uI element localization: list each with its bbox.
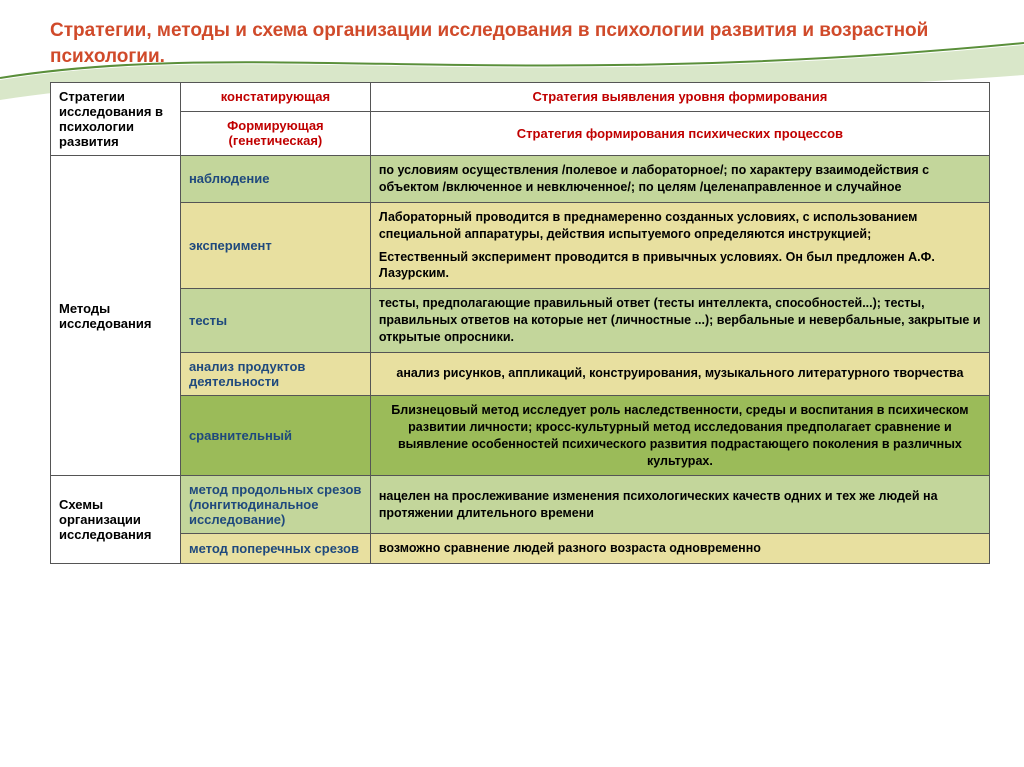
hdr-strat-vyyav: Стратегия выявления уровня формирования [370, 83, 989, 112]
hdr-strat-form: Стратегия формирования психических проце… [370, 111, 989, 155]
method-exp-desc: Лабораторный проводится в преднамеренно … [370, 202, 989, 289]
method-nabl: наблюдение [180, 156, 370, 203]
table-row: Методы исследования наблюдение по услови… [51, 156, 990, 203]
table-row: Схемы организации исследования метод про… [51, 476, 990, 534]
hdr-form-gen: Формирующая (генетическая) [180, 111, 370, 155]
method-analiz-desc: анализ рисунков, аппликаций, конструиров… [370, 352, 989, 395]
table-row: Стратегии исследования в психологии разв… [51, 83, 990, 112]
rowhead-schemes: Схемы организации исследования [51, 476, 181, 564]
main-table: Стратегии исследования в психологии разв… [50, 82, 990, 564]
method-tests-desc: тесты, предполагающие правильный ответ (… [370, 289, 989, 353]
table-row: Формирующая (генетическая) Стратегия фор… [51, 111, 990, 155]
table-row: эксперимент Лабораторный проводится в пр… [51, 202, 990, 289]
method-nabl-desc: по условиям осуществления /полевое и лаб… [370, 156, 989, 203]
exp-desc-2: Естественный эксперимент проводится в пр… [379, 249, 981, 283]
rowhead-methods: Методы исследования [51, 156, 181, 476]
rowhead-strategies: Стратегии исследования в психологии разв… [51, 83, 181, 156]
table-row: сравнительный Близнецовый метод исследуе… [51, 395, 990, 476]
scheme-prod-desc: нацелен на прослеживание изменения психо… [370, 476, 989, 534]
method-analiz: анализ продуктов деятельности [180, 352, 370, 395]
exp-desc-1: Лабораторный проводится в преднамеренно … [379, 209, 981, 243]
scheme-pop-desc: возможно сравнение людей разного возраст… [370, 534, 989, 564]
scheme-prod: метод продольных срезов (лонгитюдинально… [180, 476, 370, 534]
table-row: анализ продуктов деятельности анализ рис… [51, 352, 990, 395]
scheme-pop: метод поперечных срезов [180, 534, 370, 564]
hdr-konst: констатирующая [180, 83, 370, 112]
method-srav: сравнительный [180, 395, 370, 476]
table-row: метод поперечных срезов возможно сравнен… [51, 534, 990, 564]
method-exp: эксперимент [180, 202, 370, 289]
page-title: Стратегии, методы и схема организации ис… [50, 18, 994, 69]
method-srav-desc: Близнецовый метод исследует роль наследс… [370, 395, 989, 476]
method-tests: тесты [180, 289, 370, 353]
table-row: тесты тесты, предполагающие правильный о… [51, 289, 990, 353]
